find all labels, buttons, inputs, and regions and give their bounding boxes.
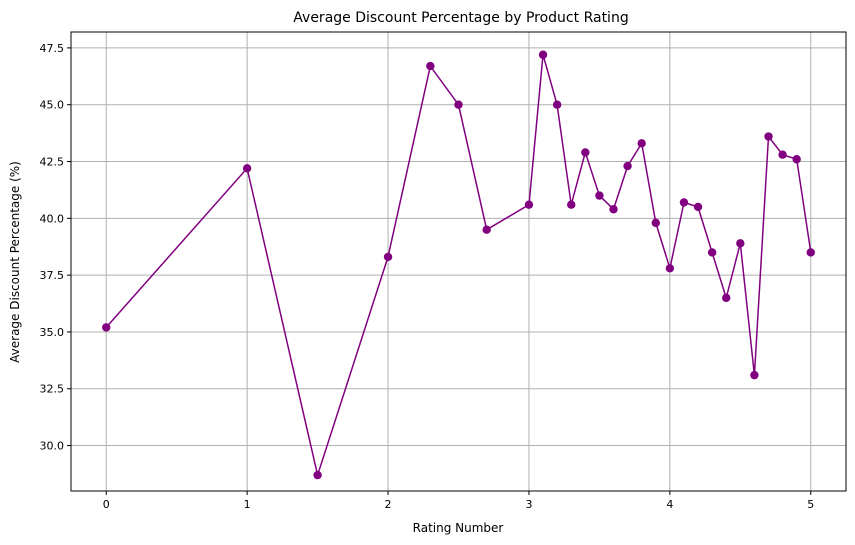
x-tick-label: 3 bbox=[525, 498, 532, 511]
y-tick-label: 35.0 bbox=[40, 326, 65, 339]
data-point bbox=[524, 200, 534, 209]
y-tick-label: 47.5 bbox=[40, 42, 65, 55]
data-point bbox=[454, 100, 463, 109]
y-axis-label: Average Discount Percentage (%) bbox=[8, 161, 22, 363]
data-point bbox=[651, 218, 660, 228]
data-point bbox=[693, 202, 703, 212]
data-point bbox=[764, 132, 773, 141]
y-tick-label: 32.5 bbox=[40, 383, 65, 396]
data-point bbox=[623, 161, 632, 171]
x-tick-label: 2 bbox=[385, 498, 392, 511]
data-point bbox=[552, 100, 562, 109]
y-tick-label: 42.5 bbox=[40, 156, 65, 169]
y-tick-label: 37.5 bbox=[40, 269, 65, 282]
series-layer bbox=[102, 50, 815, 480]
y-tick-label: 45.0 bbox=[40, 99, 65, 112]
y-tick-label: 40.0 bbox=[40, 212, 65, 225]
x-tick-label: 1 bbox=[244, 498, 251, 511]
data-point bbox=[581, 148, 590, 157]
data-point bbox=[722, 293, 731, 303]
data-point bbox=[792, 155, 801, 164]
data-point bbox=[736, 239, 745, 248]
data-point bbox=[538, 50, 548, 59]
data-point bbox=[679, 198, 689, 207]
data-point bbox=[609, 205, 618, 214]
plot-area-frame bbox=[70, 31, 847, 492]
data-point bbox=[567, 200, 576, 209]
chart-title: Average Discount Percentage by Product R… bbox=[293, 10, 628, 26]
data-point bbox=[778, 150, 787, 159]
x-tick-label: 5 bbox=[807, 498, 814, 511]
data-point bbox=[482, 225, 491, 234]
data-point bbox=[665, 264, 675, 273]
data-point bbox=[313, 470, 322, 480]
data-point bbox=[595, 191, 604, 200]
x-axis-ticks: 0 1 2 3 4 5 bbox=[103, 491, 814, 511]
x-tick-label: 4 bbox=[666, 498, 673, 511]
data-point bbox=[383, 252, 393, 262]
data-point bbox=[242, 164, 252, 173]
x-tick-label: 0 bbox=[103, 498, 110, 511]
data-point bbox=[637, 139, 646, 148]
data-point bbox=[806, 248, 815, 257]
x-axis-label: Rating Number bbox=[413, 521, 504, 535]
data-point bbox=[426, 61, 435, 71]
data-point bbox=[102, 323, 111, 332]
data-point bbox=[750, 370, 759, 380]
data-point bbox=[707, 248, 717, 257]
y-axis-ticks: 30.0 32.5 35.0 37.5 40.0 42.5 45.0 47.5 bbox=[40, 42, 71, 453]
series-line bbox=[105, 54, 812, 478]
y-tick-label: 30.0 bbox=[40, 440, 65, 453]
